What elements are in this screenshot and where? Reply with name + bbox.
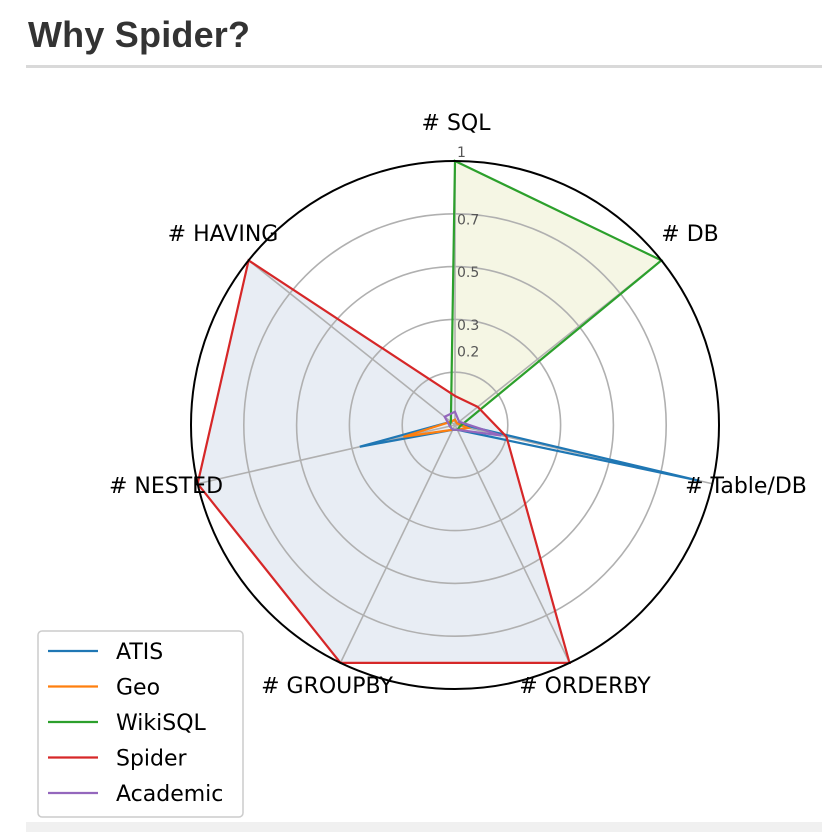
spoke-orderby [454, 424, 571, 664]
outer-frame [190, 160, 720, 690]
title-divider [26, 65, 822, 68]
axis-label-sql: # SQL [422, 111, 492, 136]
series-lines [196, 159, 700, 664]
series-line-spider [196, 258, 571, 664]
page-title: Why Spider? [28, 14, 251, 55]
legend-box [37, 630, 244, 818]
radial-tick-labels: 0.2 0.3 0.5 0.7 1 [457, 145, 479, 360]
legend-label-geo: Geo [116, 676, 160, 701]
tick-label-0-5: 0.5 [457, 265, 479, 281]
axis-labels: # SQL # DB # Table/DB # ORDERBY # GROUPBY # N… [109, 111, 807, 699]
tick-label-1: 1 [457, 145, 466, 161]
tick-label-0-2: 0.2 [457, 344, 479, 360]
series-fill-wikisql [449, 161, 662, 430]
axis-label-db: # DB [661, 222, 718, 247]
legend-label-wikisql: WikiSQL [116, 711, 207, 736]
tick-label-0-3: 0.3 [457, 318, 479, 334]
bottom-divider [26, 822, 822, 832]
axis-label-table-db: # Table/DB [685, 474, 807, 499]
series-fill-spider [197, 260, 570, 663]
series-fills [197, 161, 662, 663]
series-line-academic [443, 410, 502, 437]
axis-label-having: # HAVING [168, 222, 279, 247]
legend-label-atis: ATIS [116, 640, 163, 665]
spoke-having [248, 259, 456, 426]
legend: ATIS Geo WikiSQL Spider Academic [37, 630, 244, 818]
axis-label-nested: # NESTED [109, 474, 223, 499]
tick-label-0-7: 0.7 [457, 212, 479, 228]
spoke-groupby [339, 424, 456, 664]
axis-label-groupby: # GROUPBY [261, 674, 393, 699]
legend-label-spider: Spider [116, 747, 188, 772]
axis-label-orderby: # ORDERBY [519, 674, 651, 699]
legend-label-academic: Academic [116, 782, 223, 807]
